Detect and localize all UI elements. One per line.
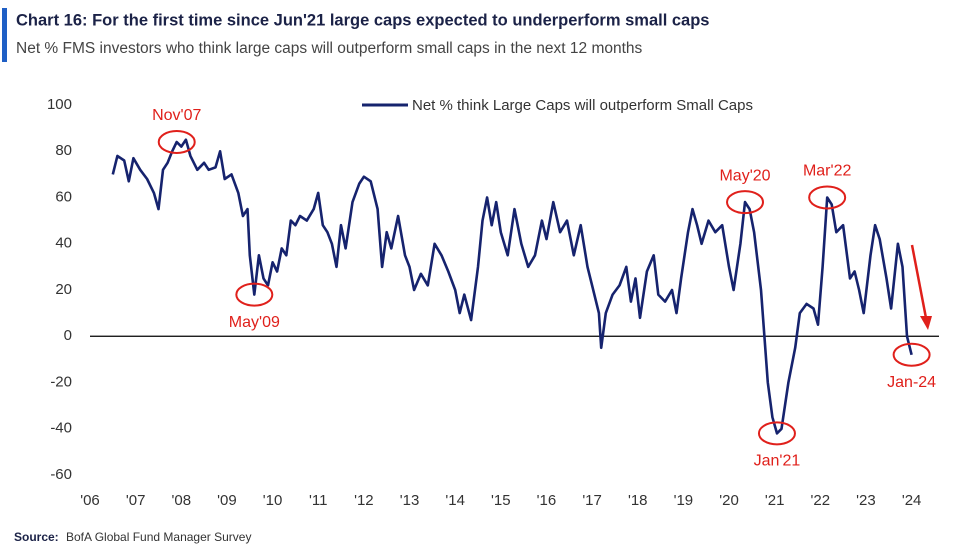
x-tick-label: '14 <box>445 492 465 509</box>
x-tick-label: '19 <box>674 492 694 509</box>
annotation-circle <box>892 342 931 367</box>
source-text: BofA Global Fund Manager Survey <box>66 530 251 544</box>
y-tick-label: 100 <box>47 96 72 113</box>
x-tick-label: '12 <box>354 492 374 509</box>
x-tick-label: '13 <box>400 492 420 509</box>
x-tick-label: '21 <box>765 492 785 509</box>
annotation-label: Jan'21 <box>754 453 801 470</box>
annotation-circle <box>235 282 274 307</box>
annotation-label: Jan-24 <box>887 374 936 391</box>
annotation-label: May'09 <box>229 314 280 331</box>
legend-label: Net % think Large Caps will outperform S… <box>412 97 753 114</box>
y-tick-label: 60 <box>55 188 72 205</box>
annotation-circle <box>808 185 847 210</box>
y-tick-label: 40 <box>55 235 72 252</box>
x-tick-label: '24 <box>902 492 922 509</box>
y-tick-label: -40 <box>50 420 72 437</box>
annotation-circle <box>757 421 796 446</box>
y-tick-label: 0 <box>64 327 72 344</box>
x-tick-label: '22 <box>811 492 831 509</box>
source-label: Source: <box>14 530 59 544</box>
x-tick-label: '18 <box>628 492 648 509</box>
x-tick-label: '11 <box>309 492 327 509</box>
y-tick-label: -60 <box>50 466 72 483</box>
x-tick-label: '20 <box>719 492 739 509</box>
y-tick-label: 20 <box>55 281 72 298</box>
series-line <box>111 138 913 435</box>
x-tick-label: '09 <box>217 492 237 509</box>
x-tick-label: '07 <box>126 492 146 509</box>
x-tick-label: '16 <box>537 492 557 509</box>
x-tick-label: '23 <box>856 492 876 509</box>
title-bar <box>2 8 7 62</box>
annotation-circle <box>726 190 765 215</box>
annotation-label: Nov'07 <box>152 107 201 124</box>
x-tick-label: '15 <box>491 492 511 509</box>
x-tick-label: '08 <box>172 492 192 509</box>
y-tick-label: -20 <box>50 373 72 390</box>
annotation-label: Mar'22 <box>803 163 852 180</box>
y-tick-label: 80 <box>55 142 72 159</box>
chart-subtitle: Net % FMS investors who think large caps… <box>16 40 643 57</box>
x-tick-label: '06 <box>80 492 100 509</box>
x-tick-label: '10 <box>263 492 283 509</box>
chart-title: Chart 16: For the first time since Jun'2… <box>16 11 709 29</box>
annotation-circle <box>157 130 196 154</box>
x-tick-label: '17 <box>582 492 602 509</box>
annotation-label: May'20 <box>719 167 770 184</box>
arrow <box>910 244 932 330</box>
